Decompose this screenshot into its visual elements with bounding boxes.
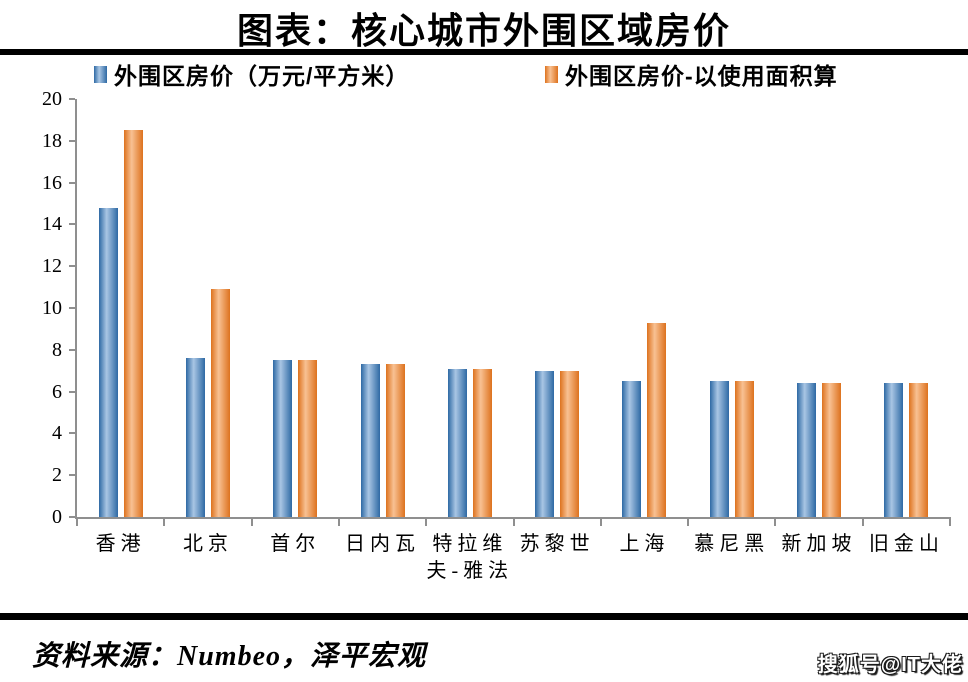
y-tick xyxy=(69,98,75,100)
bar-series1-6 xyxy=(535,370,555,517)
y-tick-label: 12 xyxy=(42,255,62,278)
bar-series2-3 xyxy=(298,360,318,517)
bar-series2-5 xyxy=(472,368,492,517)
title-divider-rule xyxy=(0,49,968,55)
y-tick-label: 6 xyxy=(52,380,62,403)
x-tick xyxy=(163,517,166,526)
x-tick xyxy=(76,517,78,526)
x-tick xyxy=(774,517,777,526)
bar-series2-6 xyxy=(560,370,580,517)
x-tick xyxy=(687,517,690,526)
y-tick xyxy=(69,474,75,477)
x-tick xyxy=(861,517,864,526)
legend-label-series1: 外围区房价（万元/平方米） xyxy=(114,63,410,89)
y-tick-label: 10 xyxy=(42,297,62,319)
watermark: 搜狐号@IT大佬 xyxy=(817,654,963,676)
y-tick xyxy=(69,223,75,226)
y-tick xyxy=(69,181,75,184)
y-axis xyxy=(75,99,77,519)
bar-series2-1 xyxy=(123,130,143,517)
x-tick xyxy=(599,517,602,526)
chart-title: 图表：核心城市外围区域房价 xyxy=(236,10,731,51)
y-tick-label: 20 xyxy=(42,88,62,110)
legend-item-series2: 外围区房价-以使用面积算 xyxy=(545,60,838,89)
bar-series2-9 xyxy=(822,383,842,517)
y-tick-label: 2 xyxy=(52,464,62,487)
bar-series2-4 xyxy=(385,364,405,517)
y-tick xyxy=(69,307,75,309)
bar-series1-10 xyxy=(884,383,904,517)
category-label-8: 慕尼黑 xyxy=(694,533,770,555)
x-tick xyxy=(949,517,951,526)
y-tick xyxy=(69,516,75,518)
y-tick-label: 16 xyxy=(42,171,62,194)
y-tick-label: 4 xyxy=(52,422,62,445)
category-label-6: 苏黎世 xyxy=(519,533,595,555)
y-tick xyxy=(69,265,75,268)
bar-series2-7 xyxy=(647,322,667,517)
legend-swatch-series1-icon xyxy=(94,65,107,83)
bar-series2-8 xyxy=(734,381,754,517)
x-tick xyxy=(337,517,340,526)
category-label-2: 北京 xyxy=(182,533,233,555)
bar-series1-8 xyxy=(709,381,729,517)
bar-series1-9 xyxy=(797,383,817,517)
source-text: 资料来源：Numbeo，泽平宏观 xyxy=(32,641,427,672)
footer-divider-rule xyxy=(0,613,968,620)
legend-item-series1: 外围区房价（万元/平方米） xyxy=(94,60,410,89)
bar-series1-1 xyxy=(98,207,118,517)
x-tick xyxy=(512,517,515,526)
bar-series1-5 xyxy=(447,368,467,517)
y-tick-label: 0 xyxy=(52,506,62,528)
y-tick xyxy=(69,390,75,393)
bar-series2-2 xyxy=(210,289,230,517)
category-label-10: 旧金山 xyxy=(868,533,944,555)
y-tick xyxy=(69,348,75,351)
y-tick-label: 8 xyxy=(52,338,62,361)
legend-swatch-series2-icon xyxy=(545,65,558,83)
category-label-5: 特拉维 夫-雅法 xyxy=(426,533,514,582)
legend: 外围区房价（万元/平方米） 外围区房价-以使用面积算 xyxy=(0,60,968,90)
bar-series1-4 xyxy=(360,364,380,517)
y-tick-label: 14 xyxy=(42,213,62,236)
x-tick xyxy=(425,517,428,526)
bar-series1-7 xyxy=(622,381,642,517)
category-label-3: 首尔 xyxy=(270,533,321,555)
category-label-7: 上海 xyxy=(619,533,670,555)
y-tick xyxy=(69,139,75,142)
y-tick-label: 18 xyxy=(42,129,62,152)
x-tick xyxy=(250,517,253,526)
legend-label-series2: 外围区房价-以使用面积算 xyxy=(565,63,838,89)
y-tick xyxy=(69,432,75,435)
category-label-9: 新加坡 xyxy=(781,533,857,555)
category-label-4: 日内瓦 xyxy=(345,533,421,555)
bar-series1-2 xyxy=(185,358,205,517)
bar-series2-10 xyxy=(909,383,929,517)
category-label-1: 香港 xyxy=(95,533,146,555)
bar-series1-3 xyxy=(273,360,293,517)
